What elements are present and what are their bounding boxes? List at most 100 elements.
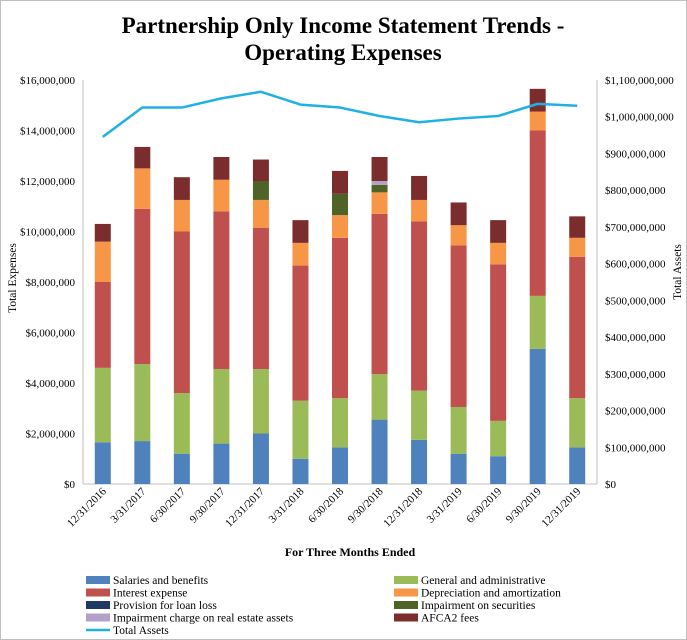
bar-segment-salaries-and-benefits bbox=[292, 458, 309, 484]
bar-segment-interest-expense bbox=[332, 237, 348, 399]
bar-segment-afca2-fees bbox=[213, 157, 230, 180]
legend-label: AFCA2 fees bbox=[421, 613, 479, 625]
bar-segment-salaries-and-benefits bbox=[173, 453, 190, 484]
bar-segment-general-and-administrative bbox=[569, 398, 586, 448]
bar-segment-interest-expense bbox=[450, 245, 467, 407]
bar-segment-depreciation-and-amortization bbox=[134, 168, 151, 209]
y-tick-label: $6,000,000 bbox=[26, 328, 76, 340]
bar-segment-general-and-administrative bbox=[450, 406, 467, 454]
bar-segment-depreciation-and-amortization bbox=[450, 225, 467, 246]
bar-segment-interest-expense bbox=[173, 231, 190, 394]
bar-segment-salaries-and-benefits bbox=[332, 447, 348, 484]
y-tick-label: $12,000,000 bbox=[20, 176, 76, 188]
legend-swatch bbox=[86, 613, 110, 622]
bar-segment-general-and-administrative bbox=[411, 390, 428, 440]
bar-segment-afca2-fees bbox=[411, 175, 428, 200]
bar-segment-impairment-on-securities bbox=[332, 193, 348, 216]
bar-segment-afca2-fees bbox=[134, 146, 151, 169]
y-tick-label: $16,000,000 bbox=[20, 75, 76, 87]
bar-segment-interest-expense bbox=[213, 211, 230, 370]
y-tick-label: $4,000,000 bbox=[26, 378, 76, 390]
legend-label: Impairment charge on real estate assets bbox=[113, 613, 294, 625]
bar-segment-interest-expense bbox=[292, 265, 309, 401]
y2-tick-label: $400,000,000 bbox=[605, 332, 666, 344]
bar-segment-salaries-and-benefits bbox=[411, 439, 428, 484]
legend-label: Impairment on securities bbox=[421, 600, 536, 612]
bar-segment-salaries-and-benefits bbox=[490, 456, 507, 484]
bar-segment-salaries-and-benefits bbox=[134, 441, 151, 484]
bar-segment-depreciation-and-amortization bbox=[529, 111, 546, 131]
chart-title-line-2: Operating Expenses bbox=[244, 40, 441, 65]
legend-label: Salaries and benefits bbox=[113, 575, 209, 587]
bar-segment-afca2-fees bbox=[569, 216, 586, 238]
y2-tick-label: $100,000,000 bbox=[605, 442, 666, 454]
y2-tick-label: $0 bbox=[605, 479, 617, 491]
bar-segment-afca2-fees bbox=[371, 157, 388, 181]
bar-segment-salaries-and-benefits bbox=[94, 442, 111, 484]
y2-tick-label: $700,000,000 bbox=[605, 222, 666, 234]
bar-segment-interest-expense bbox=[252, 227, 269, 370]
legend-swatch bbox=[394, 601, 418, 609]
y-tick-label: $10,000,000 bbox=[20, 227, 76, 239]
legend: Salaries and benefits General and adminis… bbox=[86, 575, 561, 637]
bar-segment-depreciation-and-amortization bbox=[371, 192, 388, 214]
legend-swatch bbox=[394, 613, 418, 622]
legend-label: Provision for loan loss bbox=[113, 600, 217, 612]
bar-segment-afca2-fees bbox=[252, 159, 269, 181]
bar-segment-afca2-fees bbox=[94, 223, 111, 242]
bar-segment-general-and-administrative bbox=[371, 374, 388, 420]
chart-title-line-1: Partnership Only Income Statement Trends… bbox=[122, 13, 565, 38]
bar-segment-depreciation-and-amortization bbox=[173, 199, 190, 232]
bar-segment-salaries-and-benefits bbox=[569, 447, 586, 484]
bar-segment-afca2-fees bbox=[490, 220, 507, 243]
legend-swatch bbox=[86, 588, 110, 597]
bar-segment-impairment-on-securities bbox=[252, 181, 269, 200]
y2-tick-label: $1,000,000,000 bbox=[605, 112, 674, 124]
y2-tick-label: $500,000,000 bbox=[605, 295, 666, 307]
bar-segment-depreciation-and-amortization bbox=[213, 179, 230, 212]
bar-segment-salaries-and-benefits bbox=[371, 419, 388, 484]
bar-segment-salaries-and-benefits bbox=[529, 348, 546, 484]
bar-segment-impairment-charge-on-real-estate-assets bbox=[371, 181, 388, 185]
bar-segment-afca2-fees bbox=[292, 220, 309, 243]
y2-axis-title: Total Assets bbox=[672, 244, 684, 300]
legend-label: Total Assets bbox=[113, 625, 169, 637]
y2-tick-label: $600,000,000 bbox=[605, 259, 666, 271]
bar-segment-depreciation-and-amortization bbox=[569, 237, 586, 257]
bar-segment-afca2-fees bbox=[332, 170, 348, 194]
bar-segment-interest-expense bbox=[529, 130, 546, 296]
bar-segment-salaries-and-benefits bbox=[252, 433, 269, 484]
bar-segment-general-and-administrative bbox=[213, 369, 230, 444]
y-tick-label: $8,000,000 bbox=[26, 277, 76, 289]
bar-segment-general-and-administrative bbox=[292, 400, 309, 459]
bar-segment-impairment-on-securities bbox=[371, 184, 388, 193]
y2-tick-label: $900,000,000 bbox=[605, 148, 666, 160]
bar-segment-salaries-and-benefits bbox=[213, 443, 230, 484]
bar-segment-interest-expense bbox=[490, 264, 507, 421]
legend-swatch bbox=[86, 601, 110, 609]
bar-segment-interest-expense bbox=[569, 256, 586, 399]
bar-segment-depreciation-and-amortization bbox=[490, 242, 507, 265]
bar-segment-depreciation-and-amortization bbox=[252, 199, 269, 228]
bar-segment-interest-expense bbox=[134, 208, 151, 365]
y2-tick-label: $300,000,000 bbox=[605, 369, 666, 381]
bar-segment-general-and-administrative bbox=[173, 393, 190, 454]
bar-segment-depreciation-and-amortization bbox=[94, 241, 111, 282]
legend-label: General and administrative bbox=[421, 575, 546, 587]
bar-segment-depreciation-and-amortization bbox=[292, 242, 309, 266]
bar-segment-general-and-administrative bbox=[134, 364, 151, 442]
y-tick-label: $14,000,000 bbox=[20, 126, 76, 138]
y2-tick-label: $200,000,000 bbox=[605, 406, 666, 418]
bar-segment-interest-expense bbox=[94, 282, 111, 368]
legend-swatch bbox=[394, 576, 418, 584]
bar-segment-interest-expense bbox=[371, 213, 388, 375]
y2-tick-label: $1,100,000,000 bbox=[605, 75, 674, 87]
bar-segment-depreciation-and-amortization bbox=[411, 199, 428, 222]
legend-label: Depreciation and amortization bbox=[421, 588, 561, 600]
x-axis-title: For Three Months Ended bbox=[285, 545, 416, 559]
bar-segment-depreciation-and-amortization bbox=[332, 215, 348, 238]
bar-segment-general-and-administrative bbox=[252, 369, 269, 434]
bar-segment-salaries-and-benefits bbox=[450, 453, 467, 484]
bar-segment-general-and-administrative bbox=[490, 420, 507, 457]
